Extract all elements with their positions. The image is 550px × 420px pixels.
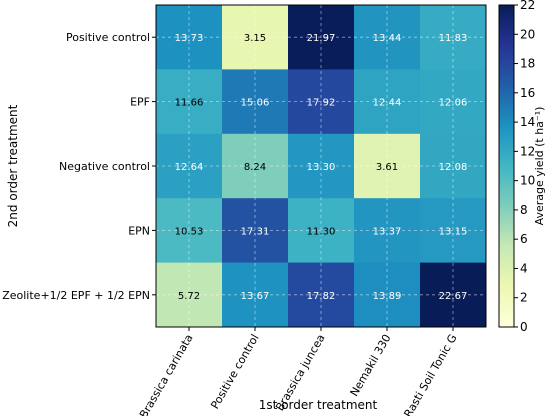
colorbar-tick-label: 12	[520, 144, 535, 158]
x-tick-label: Brassica carinata	[137, 332, 196, 416]
x-axis-label: 1st order treatment	[259, 398, 378, 412]
colorbar	[498, 4, 515, 328]
cell-value-label: 12.64	[175, 162, 204, 173]
cell-value-label: 21.97	[307, 33, 336, 44]
cell-value-label: 12.06	[439, 98, 468, 109]
y-tick-label: EPN	[128, 224, 150, 237]
colorbar-tick-label: 18	[520, 57, 535, 71]
cell-value-label: 11.66	[175, 98, 204, 109]
cell-value-label: 17.82	[307, 291, 336, 302]
colorbar-tick-label: 2	[520, 291, 528, 305]
cell-value-label: 11.83	[439, 33, 468, 44]
x-tick-label: Nemakil 330	[348, 332, 394, 399]
y-axis-ticks: Positive control EPF Negative control EPN Ze…	[2, 31, 156, 302]
cell-value-label: 13.37	[373, 226, 402, 237]
x-tick-label: Rasti Soil Tonic G	[401, 332, 459, 416]
colorbar-tick-label: 10	[520, 174, 535, 188]
y-tick-label: Negative control	[59, 160, 150, 173]
y-axis-label: 2nd order treatment	[6, 104, 20, 227]
cell-value-label: 11.30	[307, 226, 336, 237]
cell-value-label: 8.24	[244, 162, 266, 173]
colorbar-tick-label: 22	[520, 0, 535, 12]
cell-value-label: 3.61	[376, 162, 398, 173]
cell-value-label: 22.67	[439, 291, 468, 302]
cell-value-label: 17.31	[241, 226, 270, 237]
cell-value-label: 13.44	[373, 33, 402, 44]
colorbar-tick-label: 20	[520, 27, 535, 41]
cell-value-label: 13.30	[307, 162, 336, 173]
y-tick-label: EPF	[130, 96, 150, 109]
colorbar-tick-label: 16	[520, 86, 535, 100]
y-tick-label: Positive control	[66, 31, 150, 44]
cell-value-label: 13.73	[175, 33, 204, 44]
colorbar-tick-label: 6	[520, 232, 528, 246]
colorbar-tick-label: 14	[520, 115, 535, 129]
cell-value-label: 15.06	[241, 98, 270, 109]
cell-value-labels: 13.73 3.15 21.97 13.44 11.83 11.66 15.06 17.92 1…	[175, 33, 468, 302]
x-tick-label: Positive control	[208, 332, 261, 411]
cell-value-label: 3.15	[244, 33, 266, 44]
cell-value-label: 13.89	[373, 291, 402, 302]
cell-value-label: 5.72	[178, 291, 200, 302]
cell-value-label: 10.53	[175, 226, 204, 237]
colorbar-ticks: 0 2 4 6 8 10 12 14 16 18 20 22	[514, 0, 535, 334]
colorbar-tick-label: 0	[520, 320, 528, 334]
grid-lines	[156, 5, 486, 327]
cell-value-label: 13.15	[439, 226, 468, 237]
cell-value-label: 13.67	[241, 291, 270, 302]
colorbar-tick-label: 4	[520, 261, 528, 275]
cell-value-label: 12.44	[373, 98, 402, 109]
colorbar-tick-label: 8	[520, 203, 528, 217]
cell-value-label: 17.92	[307, 98, 336, 109]
y-tick-label: Zeolite+1/2 EPF + 1/2 EPN	[2, 289, 150, 302]
colorbar-label: Average yield (t ha⁻¹)	[533, 107, 546, 226]
cell-value-label: 12.08	[439, 162, 468, 173]
